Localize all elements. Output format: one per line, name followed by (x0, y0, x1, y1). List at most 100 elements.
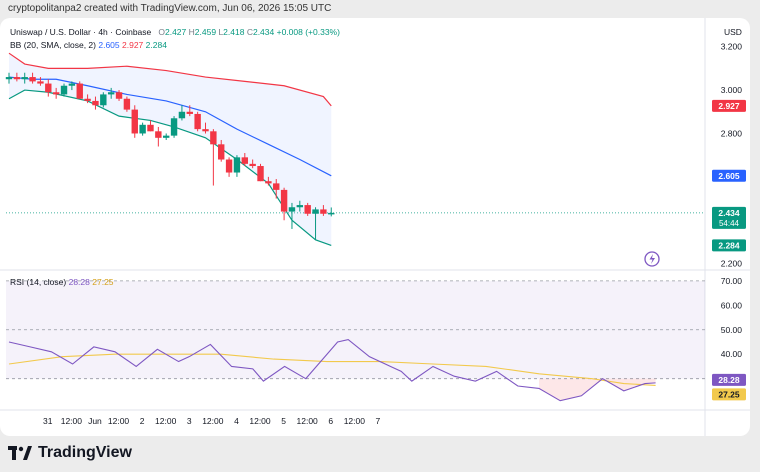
tradingview-logo-icon (8, 446, 32, 460)
candle (68, 81, 76, 91)
bb-band-fill (9, 53, 332, 246)
price-tick-label: 2.200 (721, 259, 743, 269)
time-tick-label: 12:00 (155, 416, 177, 426)
candle (21, 72, 28, 84)
alert-bolt (649, 254, 655, 264)
candle-body (273, 183, 280, 190)
candle-body (29, 77, 36, 82)
candle (84, 94, 91, 104)
bb-upper-line (8, 52, 332, 107)
candle (280, 187, 288, 221)
candle-body (163, 135, 170, 138)
candle (273, 179, 280, 199)
candle (265, 176, 272, 186)
candle-body (225, 159, 233, 173)
candle-body (52, 92, 60, 95)
candle-body (68, 83, 76, 86)
candle (131, 105, 138, 138)
candle-body (249, 163, 256, 167)
open-value: 2.427 (164, 27, 187, 37)
candle-body (155, 131, 162, 138)
time-tick-label: 6 (328, 416, 333, 426)
price-value-tag-text: 2.284 (718, 240, 740, 250)
candle (210, 129, 217, 186)
rsi-value-tag: 27.25 (712, 388, 746, 401)
rsi-oversold-fill (539, 378, 656, 401)
candle (76, 81, 83, 99)
rsi-tick-label: 60.00 (721, 300, 743, 310)
candle-body (84, 98, 91, 101)
candle (139, 122, 146, 136)
candle-body (45, 83, 52, 93)
candle-body (296, 205, 304, 208)
rsi-value-tag-text: 28.28 (718, 375, 740, 385)
candle (296, 200, 304, 212)
alert-clock-icon (644, 251, 660, 267)
axes: 3.200 3.000 2.800 2.200 70.00 60.00 50.00 40.00… (43, 42, 742, 426)
candle-body (280, 189, 288, 212)
symbol-name[interactable]: Uniswap / U.S. Dollar · 4h · Coinbase (10, 27, 152, 37)
rsi-legend[interactable]: RSI (14, close) 28.28 27.25 (10, 277, 114, 287)
candle-body (92, 100, 99, 106)
candle (60, 83, 68, 97)
low-label: L (218, 27, 224, 37)
time-tick-label: 7 (376, 416, 381, 426)
rsi-value-tag-text: 27.25 (718, 389, 740, 399)
time-tick-label: 5 (281, 416, 286, 426)
candle-body (312, 209, 319, 214)
chart-card[interactable]: 3.200 3.000 2.800 2.200 70.00 60.00 50.00 40.00… (0, 18, 750, 436)
price-value-tag-text: 2.434 (718, 208, 740, 218)
time-tick-label: Jun (88, 416, 102, 426)
candle-body (139, 124, 146, 134)
candle (312, 207, 319, 240)
bb-basis-line (8, 76, 332, 177)
candle (249, 159, 256, 169)
candlesticks (5, 72, 660, 267)
candle-body (328, 212, 335, 215)
close-label: C (246, 27, 253, 37)
candle-body (194, 113, 201, 130)
tradingview-brand: TradingView (38, 444, 132, 461)
time-tick-label: 4 (234, 416, 239, 426)
bb-label: BB (20, SMA, close, 2) (10, 40, 96, 50)
rsi-value-tag: 28.28 (712, 373, 746, 386)
candle (218, 139, 225, 162)
rsi-value-tag-bg (712, 373, 746, 386)
chart-svg[interactable]: 3.200 3.000 2.800 2.200 70.00 60.00 50.00 40.00… (0, 18, 750, 436)
open-label: O (158, 27, 165, 37)
candle (257, 163, 264, 182)
candle-body (37, 81, 44, 84)
candle (194, 111, 201, 132)
candle-body (13, 77, 21, 80)
candle-body (233, 157, 241, 173)
rsi-label: RSI (14, close) (10, 277, 67, 287)
price-value-tag: 2.605 (712, 169, 746, 182)
price-value-tag: 2.927 (712, 99, 746, 112)
rsi-tick-label: 70.00 (721, 276, 743, 286)
bar-countdown: 54:44 (719, 219, 740, 228)
price-value-tag-text: 2.927 (718, 101, 740, 111)
candle (29, 72, 36, 84)
candle-body (186, 111, 193, 114)
close-value: 2.434 (252, 27, 275, 37)
candle-body (123, 98, 131, 110)
time-tick-label: 12:00 (108, 416, 130, 426)
rsi-value: 28.28 (68, 277, 90, 287)
footer: TradingView (8, 444, 132, 462)
change-value: +0.008 (+0.33%) (276, 27, 340, 37)
candle (225, 157, 233, 177)
candle-body (115, 92, 123, 99)
price-tick-label: 3.000 (721, 85, 743, 95)
candle (52, 87, 60, 99)
bb-legend[interactable]: BB (20, SMA, close, 2) 2.605 2.927 2.284 (10, 40, 167, 50)
rsi-pane (6, 280, 705, 402)
time-tick-label: 12:00 (249, 416, 271, 426)
candle-body (100, 94, 107, 106)
candle-body (210, 131, 217, 145)
candle (107, 87, 115, 99)
rsi-line (8, 338, 656, 402)
price-value-tag-bg (712, 169, 746, 182)
currency-label[interactable]: USD (724, 27, 742, 37)
